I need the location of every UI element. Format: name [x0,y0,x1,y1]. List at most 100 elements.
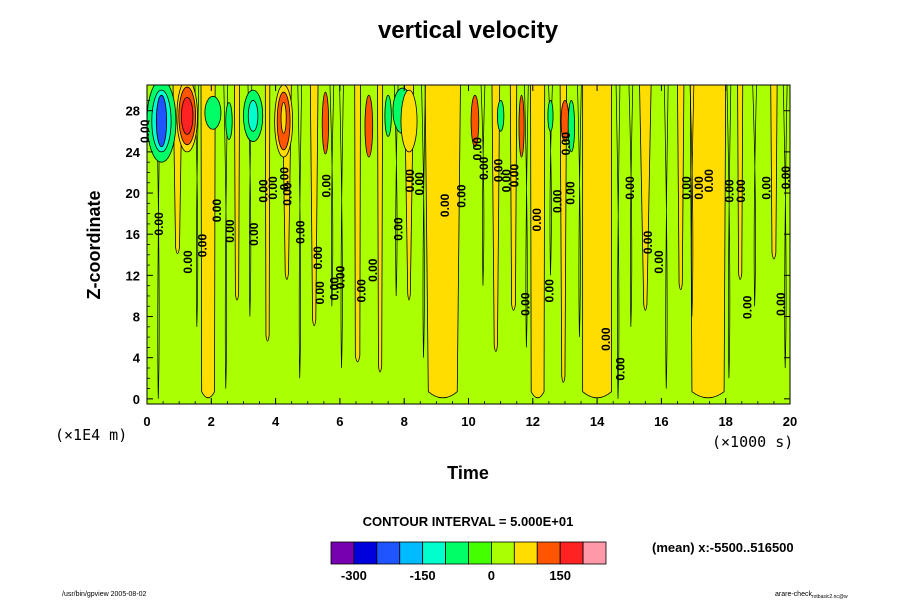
updraft-band [200,85,216,399]
contour-label: 0.00 [195,234,209,258]
colorbar-tick-label: -150 [410,568,436,583]
colorbar-tick-labels: -300 -150 0 150 [341,568,571,583]
velocity-cell [204,95,222,130]
contour-label: 0.00 [543,279,557,303]
chart-title: vertical velocity [378,17,559,44]
velocity-cell [364,94,374,158]
contour-label: 0.00 [702,169,716,193]
contour-label: 0.00 [403,169,417,193]
contour-label: 0.00 [277,167,291,191]
contour-label: 0.00 [181,250,195,274]
contour-lines [155,85,788,399]
updraft-band [424,85,461,399]
updraft-band [354,85,361,363]
updraft-band [689,85,727,399]
contour-line [615,85,621,399]
colorbar-swatch [353,541,378,565]
y-tick-label: 8 [133,310,140,325]
velocity-cell [547,100,554,132]
contour-label: 0.00 [281,182,295,206]
updraft-band [559,85,567,383]
contour-label: 0.00 [679,176,693,200]
velocity-cell [400,89,418,153]
updraft-band [677,85,685,291]
velocity-cell [225,102,233,140]
contour-line [752,85,757,307]
contour-label: 0.00 [723,179,737,203]
y-tick-label: 0 [133,392,140,407]
colorbar-swatch [376,541,401,565]
contour-label: 0.00 [652,250,666,274]
contour-label: 0.00 [392,217,406,241]
y-tick-label: 24 [126,145,141,160]
contour-line [689,85,695,317]
x-axis-ticks: 0 2 4 6 8 10 12 14 16 18 20 [143,85,797,429]
y-axis-title: Z-coordinate [84,190,104,299]
velocity-cell [280,102,287,134]
y-tick-label: 20 [126,186,140,201]
contour-label: 0.00 [223,219,237,243]
updraft-band [491,85,501,352]
velocity-cell [155,94,168,148]
contour-label: 0.00 [477,156,491,180]
y-tick-label: 28 [126,104,140,119]
x-tick-label: 14 [590,414,605,429]
colorbar-tick-label: 150 [549,568,571,583]
contour-line [297,85,302,379]
velocity-cell [518,94,525,158]
x-tick-label: 0 [143,414,150,429]
contour-label: 0.00 [760,176,774,200]
updraft-band [639,85,652,311]
contour-label: 0.00 [454,184,468,208]
contour-line [726,85,732,379]
colorbar-swatch [536,541,561,565]
x-axis-title: Time [447,463,489,483]
contour-label: 0.00 [247,222,261,246]
contour-line [782,85,788,368]
contour-label: 0.00 [138,119,152,143]
velocity-cell [497,100,505,132]
velocity-cell [470,94,480,148]
y-axis-ticks: 0 4 8 12 16 20 24 28 [126,100,790,407]
x-tick-label: 4 [272,414,280,429]
contour-label: 0.00 [692,176,706,200]
y-tick-label: 12 [126,268,140,283]
colorbar-swatch [491,541,515,565]
x-tick-label: 6 [336,414,343,429]
contour-line [155,85,161,399]
colorbar-swatch [330,541,355,565]
updraft-band [509,85,518,311]
footer-file-main: arare-check [775,591,812,598]
colorbar-tick-label: -300 [341,568,367,583]
colorbar-swatch [422,541,446,565]
contour-label: 0.00 [311,246,325,270]
contour-label: 0.00 [774,292,788,316]
contour-line [329,85,335,307]
contour-line [577,85,582,338]
velocity-cell [181,96,194,135]
x-tick-label: 20 [783,414,797,429]
velocity-cell [321,91,330,155]
plot-area [147,85,790,404]
contour-label: 0.00 [740,295,754,319]
velocity-cell [247,100,259,132]
x-tick-label: 8 [401,414,408,429]
contour-line [524,85,529,348]
contour-line [194,85,200,327]
contour-interval-label: CONTOUR INTERVAL = 5.000E+01 [363,514,574,529]
colorbar-swatch [513,541,538,565]
footer-file: arare-checkrotbasic2.nc@w [775,591,848,600]
contour-label: 0.00 [641,230,655,254]
footer-command: /usr/bin/gpview 2005-08-02 [62,591,147,598]
contour-label: 0.00 [355,279,369,303]
colorbar [330,541,607,565]
contour-line [421,85,426,358]
contour-label: 0.00 [499,169,513,193]
y-axis-unit: (×1E4 m) [55,426,127,444]
contour-label: 0.00 [519,292,533,316]
colorbar-swatch [559,541,584,565]
contour-label: 0.00 [294,220,308,244]
contour-label: 0.00 [470,137,484,161]
updraft-band [234,85,240,301]
colorbar-swatch [468,541,492,565]
